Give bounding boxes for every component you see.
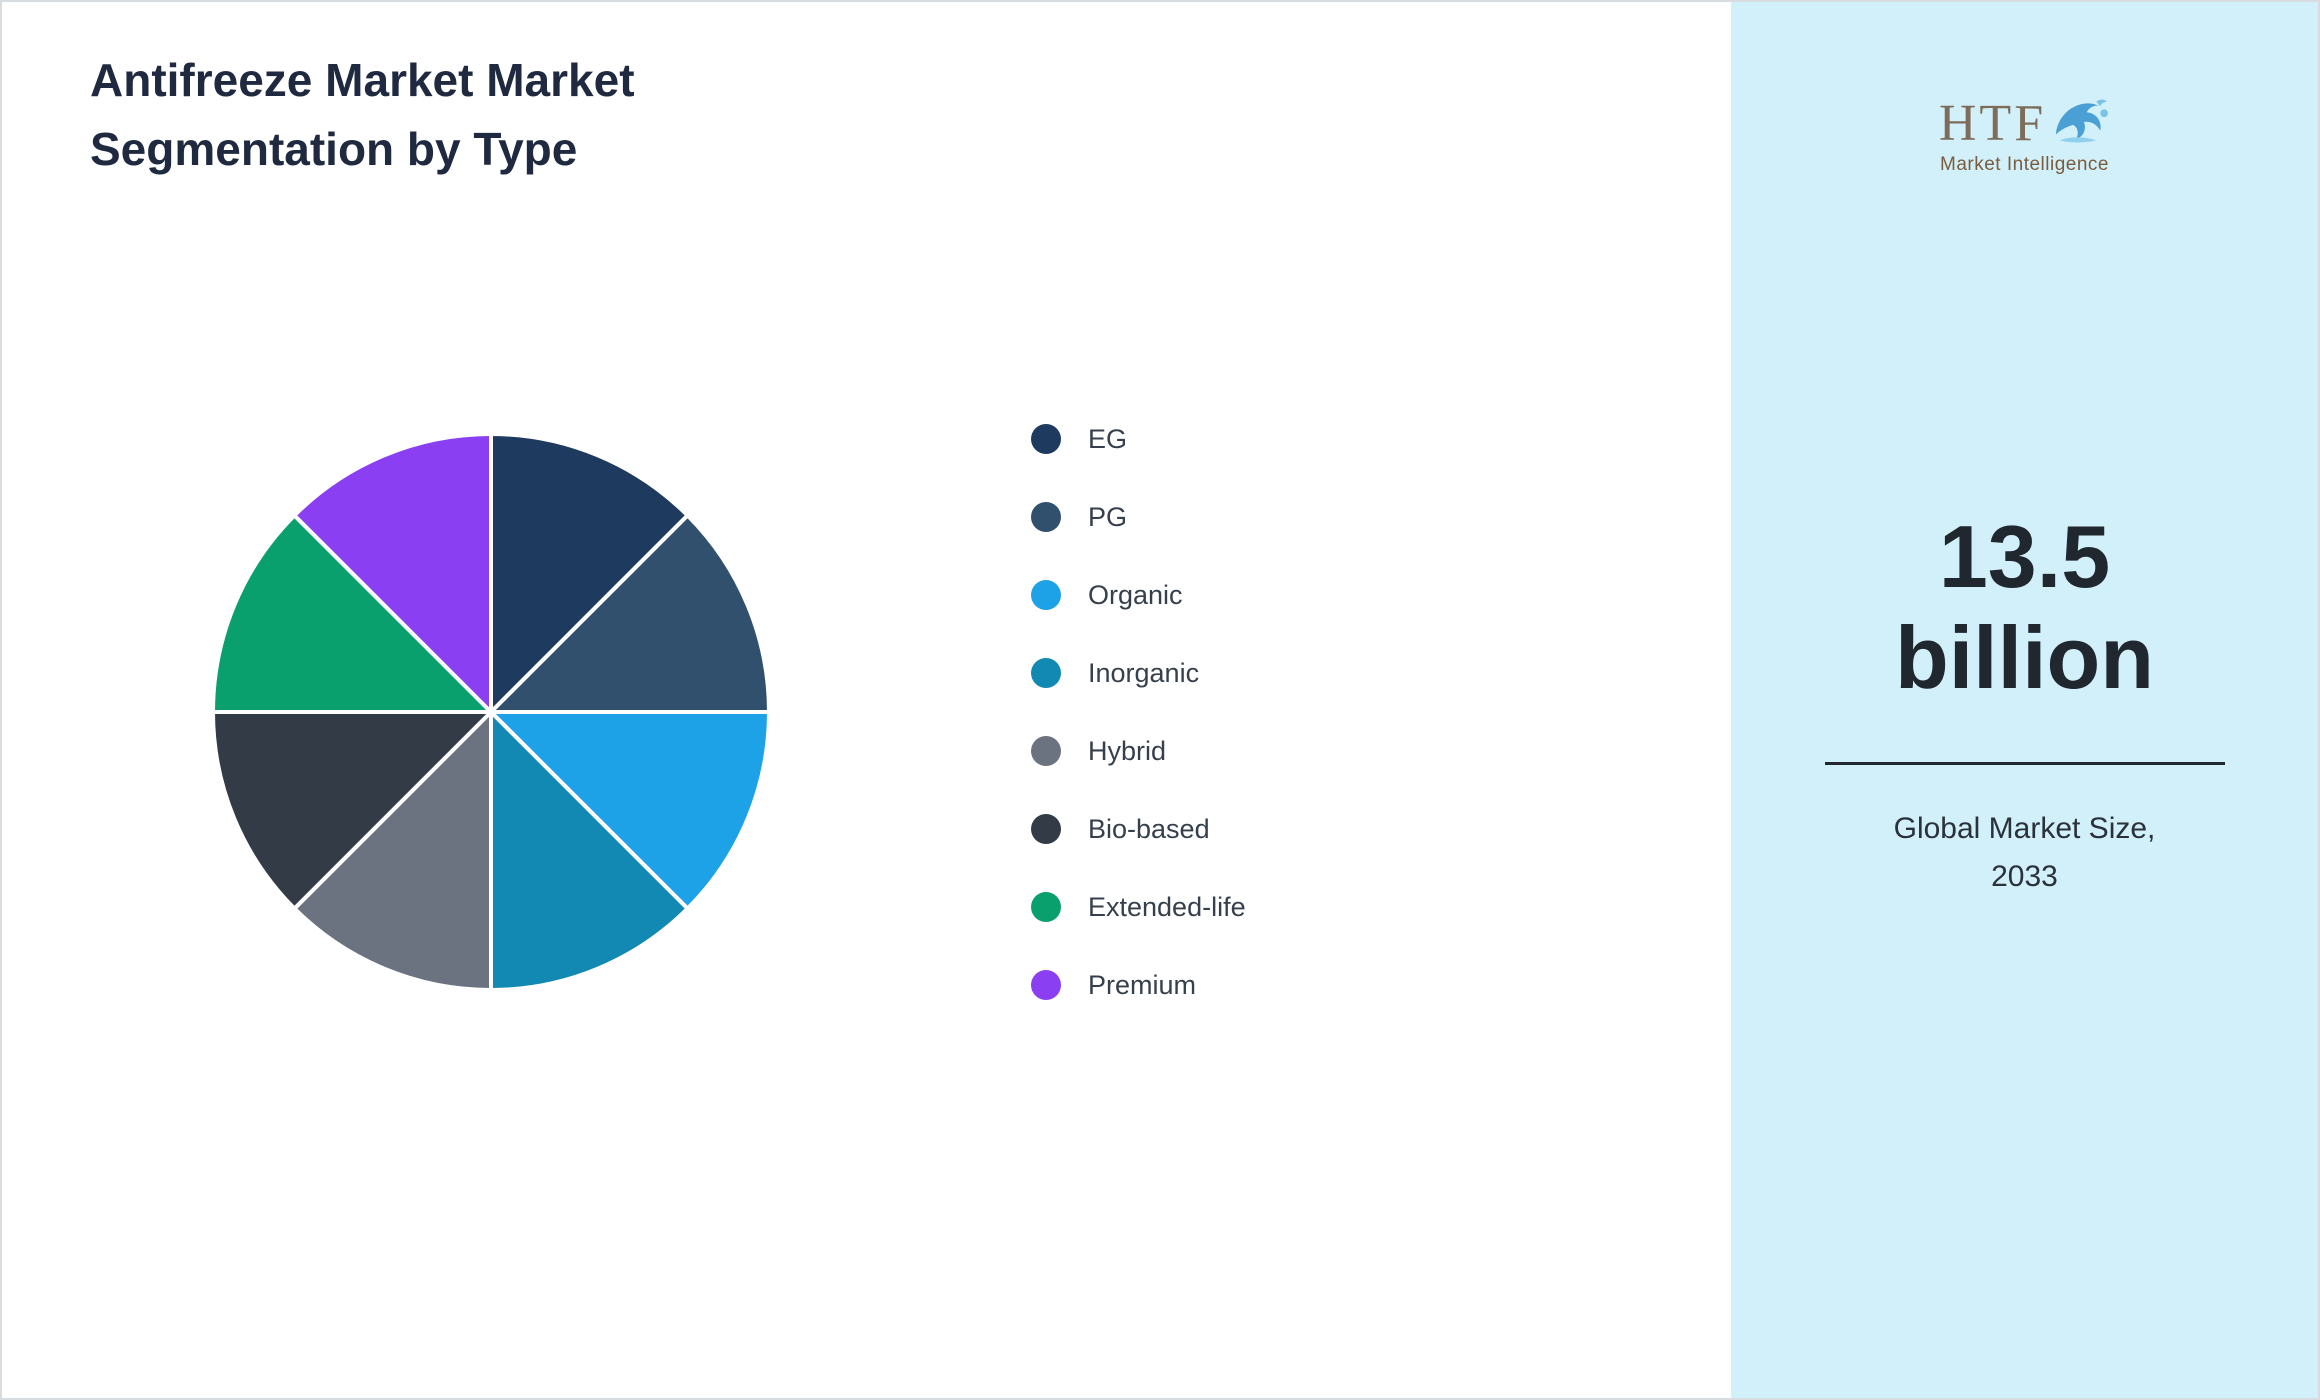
legend-label: Extended-life xyxy=(1088,891,1246,922)
market-size-block: 13.5 billion Global Market Size, 2033 xyxy=(1805,506,2245,901)
legend-label: Hybrid xyxy=(1088,735,1167,766)
legend-item: Bio-based xyxy=(1031,814,1246,845)
legend-swatch xyxy=(1031,814,1061,844)
pie-slice xyxy=(292,710,493,992)
pie-slice xyxy=(489,513,771,714)
pie-slice xyxy=(292,432,493,714)
legend-swatch xyxy=(1031,736,1061,766)
legend-item: Premium xyxy=(1031,970,1246,1001)
logo-subtext: Market Intelligence xyxy=(1940,154,2109,175)
legend-swatch xyxy=(1031,502,1061,532)
legend-item: Hybrid xyxy=(1031,736,1246,767)
pie-slice xyxy=(489,710,771,911)
pie-slice xyxy=(211,710,493,911)
logo-row: HTF xyxy=(1939,92,2110,150)
legend-swatch xyxy=(1031,424,1061,454)
legend-label: Bio-based xyxy=(1088,813,1210,844)
sidebar: HTF Market Intelligence 13.5 billion Glo… xyxy=(1731,2,2318,1398)
legend-swatch xyxy=(1031,970,1061,1000)
divider xyxy=(1824,762,2225,766)
logo-htf-text: HTF xyxy=(1938,95,2047,152)
legend-label: EG xyxy=(1088,423,1128,454)
legend-label: Premium xyxy=(1088,969,1197,1000)
logo: HTF Market Intelligence xyxy=(1939,92,2110,176)
page-title: Antifreeze Market Market Segmentation by… xyxy=(90,54,635,175)
legend-item: Inorganic xyxy=(1031,658,1246,689)
main-panel: Antifreeze Market Market Segmentation by… xyxy=(2,2,1735,1398)
legend-swatch xyxy=(1031,658,1061,688)
dolphin-icon xyxy=(2055,99,2109,143)
legend-label: PG xyxy=(1088,501,1128,532)
pie-slice xyxy=(211,513,493,714)
pie-slice xyxy=(489,432,690,714)
legend-item: PG xyxy=(1031,502,1246,533)
market-size-value: 13.5 billion xyxy=(1894,507,2155,708)
legend-swatch xyxy=(1031,580,1061,610)
pie-chart: EG PG Organic Inorganic Hybrid Bio-based Exten… xyxy=(182,402,1662,1022)
market-size-label: Global Market Size, 2033 xyxy=(1893,812,2156,894)
pie-slice xyxy=(489,710,690,992)
pie-svg xyxy=(211,432,771,992)
legend-label: Inorganic xyxy=(1088,657,1200,688)
legend-item: EG xyxy=(1031,424,1246,455)
legend-item: Organic xyxy=(1031,580,1246,611)
legend-label: Organic xyxy=(1088,579,1183,610)
legend: EG PG Organic Inorganic Hybrid Bio-based Exten… xyxy=(1031,424,1246,1001)
legend-swatch xyxy=(1031,892,1061,922)
legend-item: Extended-life xyxy=(1031,892,1246,923)
